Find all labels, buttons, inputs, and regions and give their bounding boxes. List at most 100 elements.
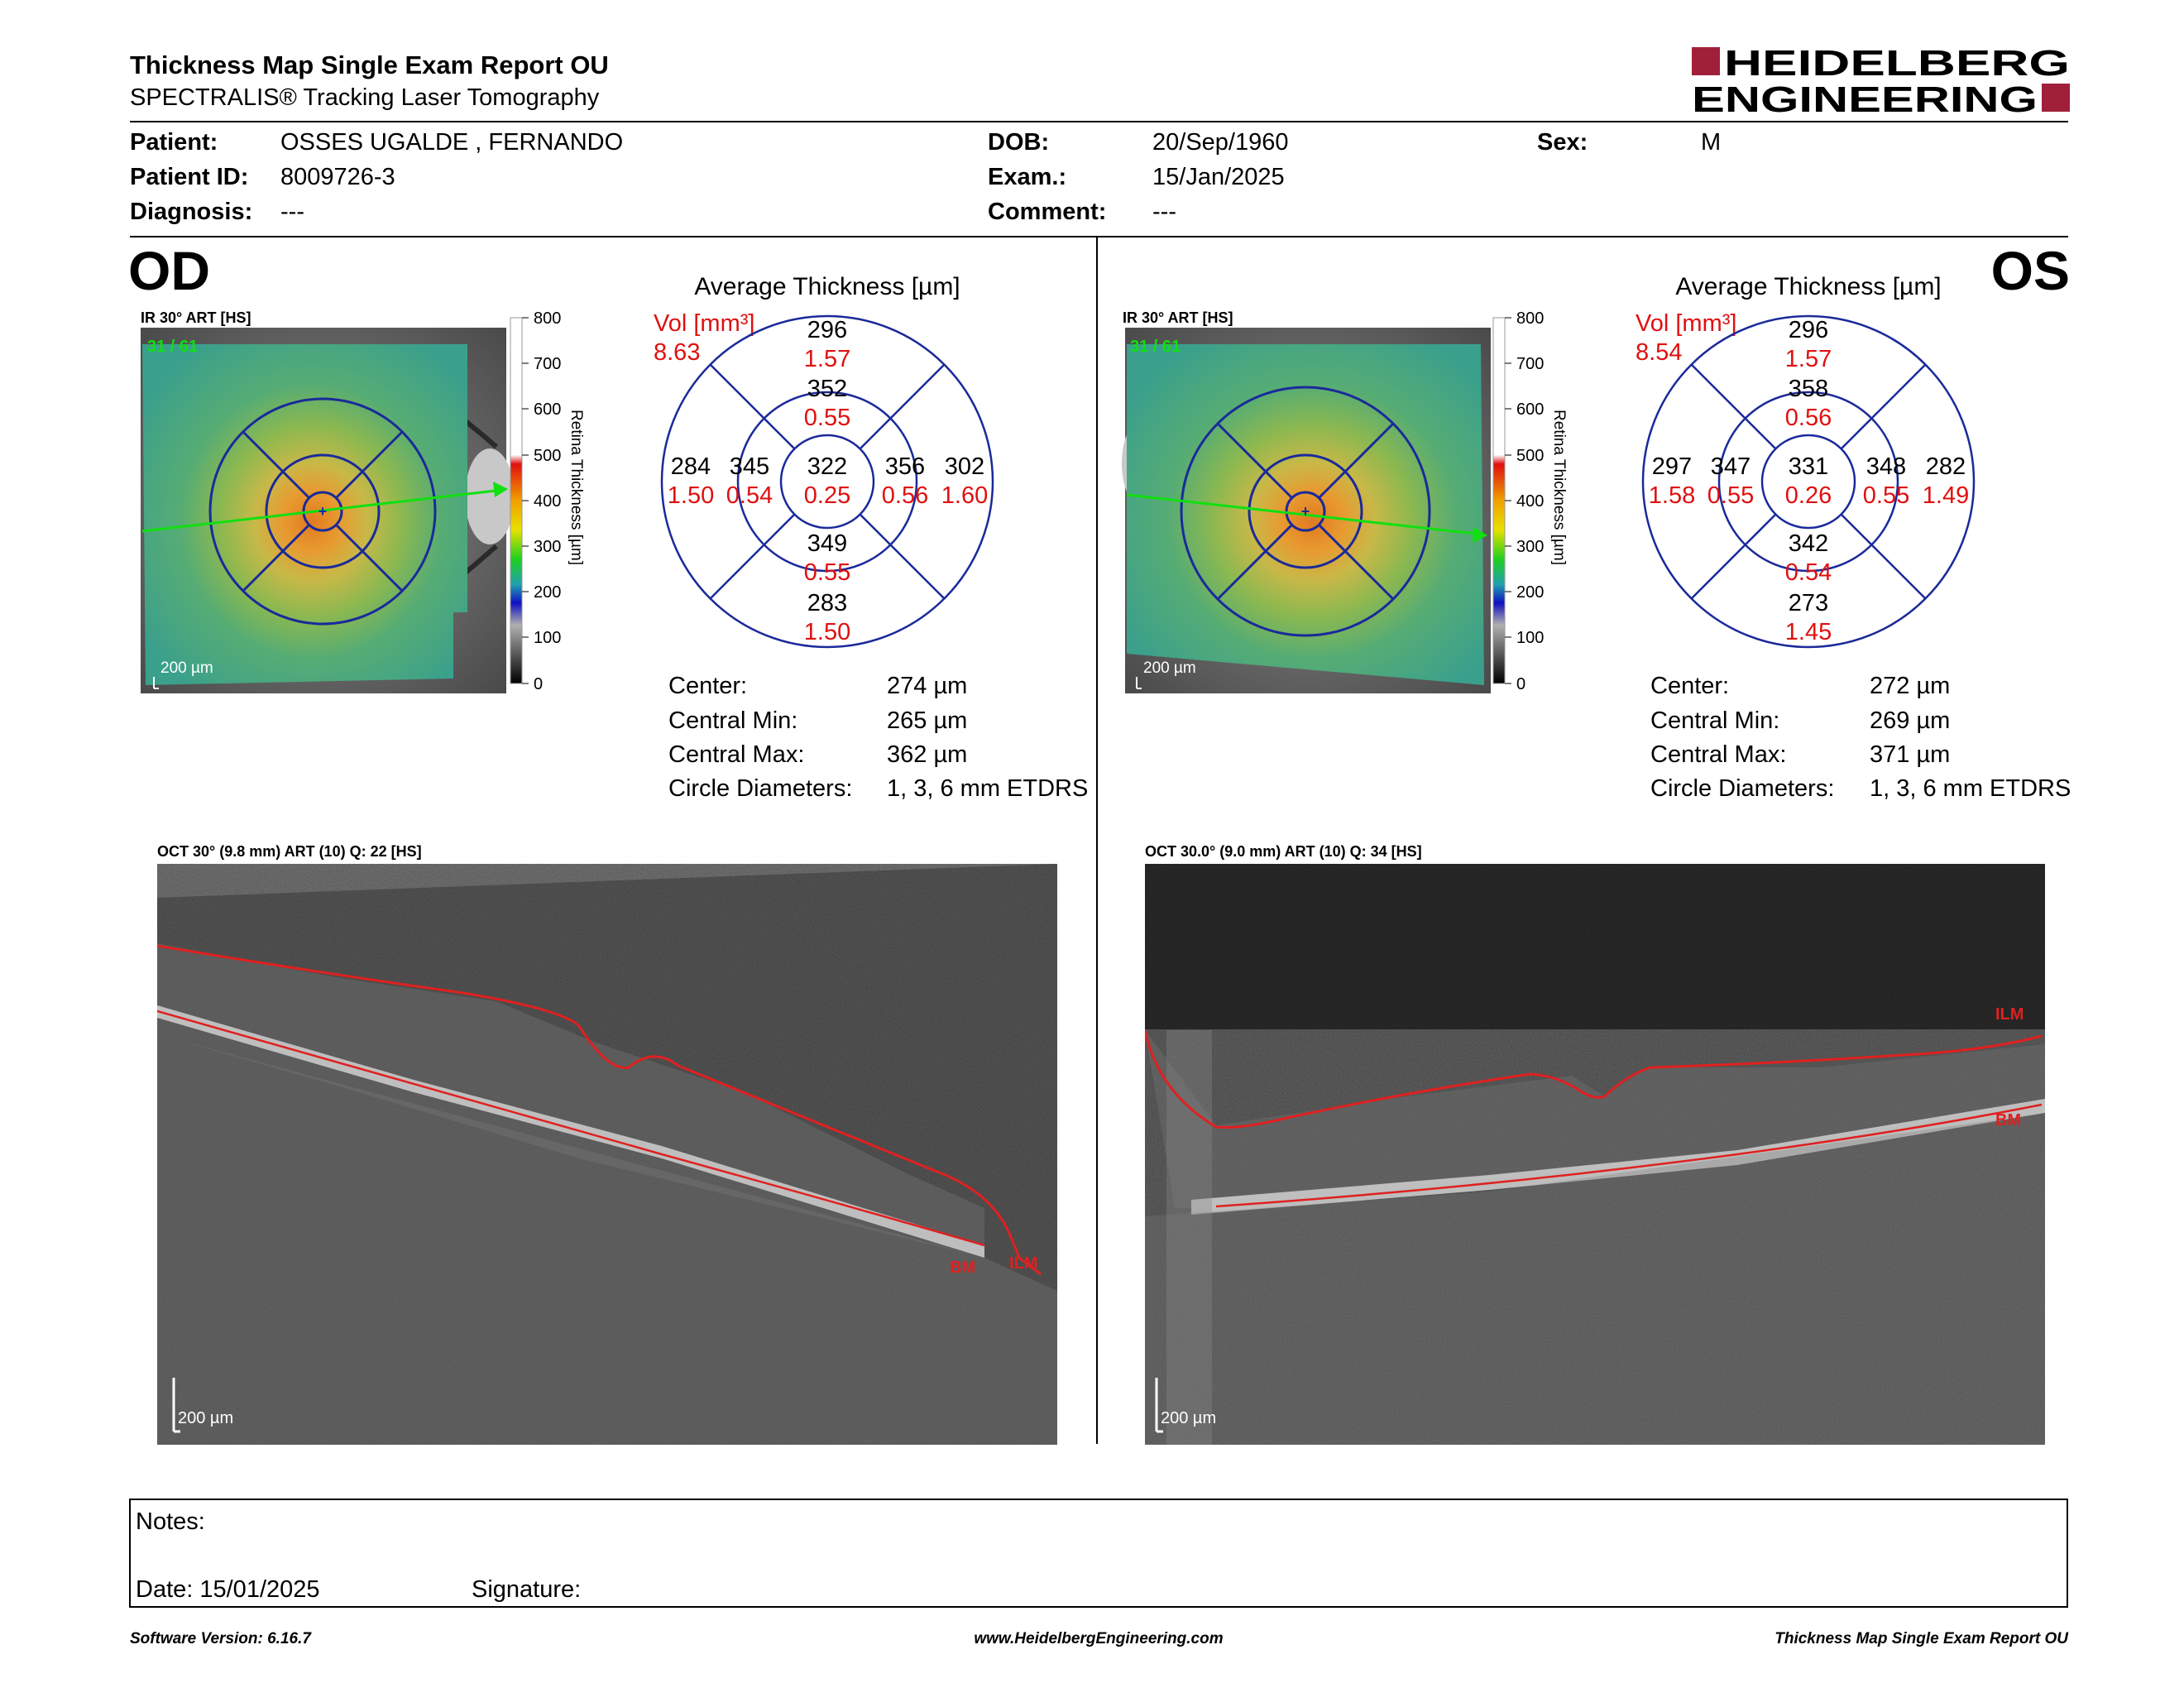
- od-eye-label: OD: [128, 240, 210, 301]
- os-inner-left-volume: 0.55: [1707, 482, 1754, 509]
- os-diameter-label: Circle Diameters:: [1650, 775, 1834, 802]
- report-title: Thickness Map Single Exam Report OU: [130, 50, 609, 79]
- od-retina-layers: [157, 943, 984, 1258]
- notes-border: [129, 1499, 2068, 1608]
- os-outer-right-thickness: 282: [1926, 453, 1966, 480]
- os-center-label: Center:: [1650, 673, 1729, 699]
- logo-square-top: [1692, 47, 1720, 75]
- os-colorbar: 800 700 600 500 400 300 200 100 0 Retina…: [1492, 309, 1568, 693]
- od-outer-left-volume: 1.50: [668, 482, 714, 509]
- od-inner-inferior-volume: 0.55: [804, 559, 850, 586]
- os-cbar-tick: 0: [1516, 675, 1525, 693]
- os-slice-number: 31 / 61: [1130, 338, 1181, 356]
- patient-id-label: Patient ID:: [130, 164, 248, 190]
- od-max-value: 362 µm: [887, 741, 967, 768]
- footer-website: www.HeidelbergEngineering.com: [974, 1630, 1223, 1647]
- notes-date: Date: 15/01/2025: [136, 1576, 320, 1603]
- od-max-label: Central Max:: [668, 741, 804, 768]
- od-diameter-label: Circle Diameters:: [668, 775, 852, 802]
- os-bm-label: BM: [1995, 1111, 2021, 1129]
- od-center-value: 274 µm: [887, 673, 967, 699]
- od-outer-right-thickness: 302: [945, 453, 984, 480]
- logo-heidelberg: HEIDELBERG: [1724, 43, 2070, 84]
- sex-value: M: [1701, 129, 1721, 156]
- od-cbar-tick: 400: [534, 492, 561, 511]
- report-header: Thickness Map Single Exam Report OU SPEC…: [130, 43, 2070, 122]
- os-max-label: Central Max:: [1650, 741, 1786, 768]
- os-fundus-label: IR 30° ART [HS]: [1123, 309, 1233, 326]
- od-min-value: 265 µm: [887, 707, 967, 734]
- od-bm-label: BM: [950, 1259, 975, 1277]
- od-inner-right-thickness: 356: [885, 453, 925, 480]
- os-cbar-tick: 400: [1516, 492, 1544, 511]
- sex-label: Sex:: [1537, 129, 1588, 156]
- os-fovea-marker: +: [1301, 503, 1310, 520]
- od-avg-title: Average Thickness [µm]: [694, 273, 960, 300]
- os-center-value: 272 µm: [1870, 673, 1950, 699]
- od-inner-superior-thickness: 352: [807, 376, 847, 402]
- diagnosis-value: ---: [280, 199, 304, 225]
- os-vol-label: Vol [mm³]: [1636, 310, 1736, 337]
- od-cbar-tick: 800: [534, 309, 561, 328]
- od-scan-arrow: [493, 482, 508, 497]
- os-inner-left-thickness: 347: [1711, 453, 1751, 480]
- os-cbar-tick: 700: [1516, 355, 1544, 373]
- logo-engineering: ENGINEERING: [1692, 79, 2038, 120]
- od-ilm-line: [157, 944, 1042, 1276]
- od-min-label: Central Min:: [668, 707, 797, 734]
- od-optic-disc: [465, 448, 515, 544]
- os-eye-label: OS: [1991, 240, 2070, 301]
- od-cbar-tick: 700: [534, 355, 561, 373]
- dob-label: DOB:: [988, 129, 1049, 156]
- report-footer: Software Version: 6.16.7 www.HeidelbergE…: [130, 1630, 2069, 1647]
- od-vol-label: Vol [mm³]: [654, 310, 754, 337]
- os-colorbar-gradient: [1492, 317, 1506, 684]
- os-max-value: 371 µm: [1870, 741, 1950, 768]
- patient-name: OSSES UGALDE , FERNANDO: [280, 129, 623, 156]
- os-inner-superior-thickness: 358: [1789, 376, 1828, 402]
- os-cbar-tick: 300: [1516, 538, 1544, 556]
- os-oct-bscan: ILM BM 200 µm: [1145, 864, 2045, 1445]
- os-colorbar-axis-label: Retina Thickness [µm]: [1550, 410, 1568, 565]
- os-outer-superior-volume: 1.57: [1785, 346, 1832, 372]
- od-inner-left-volume: 0.54: [726, 482, 773, 509]
- od-colorbar-gradient: [510, 317, 523, 684]
- od-cbar-tick: 0: [534, 675, 543, 693]
- os-etdrs-values: 296 1.57 358 0.56 297 1.58 347 0.55 331 …: [1649, 317, 1969, 645]
- notes-box: Notes: Date: 15/01/2025 Signature:: [129, 1499, 2068, 1608]
- od-ilm-label: ILM: [1009, 1254, 1037, 1273]
- od-choroid: [157, 1034, 1057, 1445]
- os-center-volume: 0.26: [1785, 482, 1832, 509]
- notes-label: Notes:: [136, 1508, 205, 1535]
- notes-signature: Signature:: [472, 1576, 581, 1603]
- od-section: OD 31 / 61 + 200 µm IR: [128, 240, 1088, 1445]
- dob-value: 20/Sep/1960: [1152, 129, 1288, 156]
- os-vol-value: 8.54: [1636, 339, 1682, 366]
- od-fundus-scale: 200 µm: [160, 659, 213, 677]
- report-subtitle: SPECTRALIS® Tracking Laser Tomography: [130, 84, 600, 111]
- os-fundus-scale: 200 µm: [1143, 659, 1196, 677]
- od-etdrs-overlay: [208, 397, 437, 626]
- od-outer-inferior-thickness: 283: [807, 590, 847, 616]
- diagnosis-label: Diagnosis:: [130, 199, 252, 225]
- os-center-thickness: 331: [1789, 453, 1828, 480]
- os-scan-arrow: [1473, 527, 1487, 543]
- od-etdrs-grid: [660, 314, 994, 649]
- od-diameter-value: 1, 3, 6 mm ETDRS: [887, 775, 1088, 802]
- comment-value: ---: [1152, 199, 1176, 225]
- os-fundus-image: 31 / 61 + 200 µm: [1122, 328, 1491, 693]
- os-diameter-value: 1, 3, 6 mm ETDRS: [1870, 775, 2071, 802]
- os-outer-inferior-thickness: 273: [1789, 590, 1828, 616]
- os-inner-right-thickness: 348: [1866, 453, 1906, 480]
- od-scan-line: [141, 488, 504, 533]
- od-center-label: Center:: [668, 673, 747, 699]
- os-inner-superior-volume: 0.56: [1785, 405, 1832, 431]
- patient-id: 8009726-3: [280, 164, 395, 190]
- od-cbar-tick: 600: [534, 400, 561, 419]
- od-outer-superior-volume: 1.57: [804, 346, 850, 372]
- os-ilm-label: ILM: [1995, 1005, 2024, 1024]
- os-outer-left-thickness: 297: [1652, 453, 1692, 480]
- od-etdrs-values: 296 1.57 352 0.55 284 1.50 345 0.54 322 …: [668, 317, 988, 645]
- od-outer-right-volume: 1.60: [941, 482, 988, 509]
